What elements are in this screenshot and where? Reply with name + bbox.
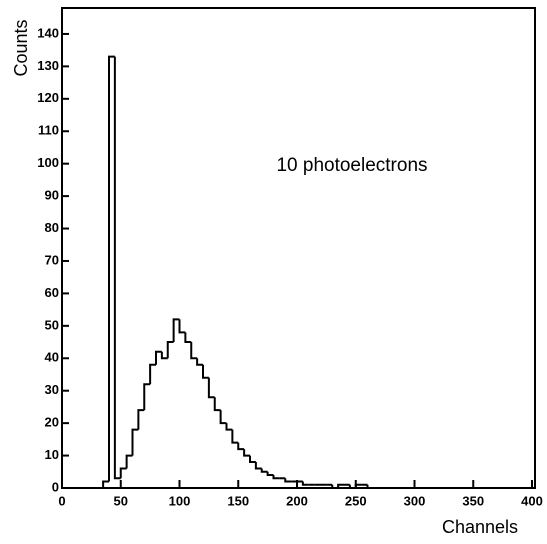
histogram-bin: [178, 319, 186, 334]
histogram-bin: [119, 467, 127, 479]
histogram-bin: [184, 332, 192, 344]
histogram-bin: [337, 483, 344, 488]
histogram-bin: [196, 358, 203, 366]
histogram-bin: [166, 341, 174, 359]
y-tick-label: 80: [45, 220, 59, 235]
histogram-bin: [219, 410, 227, 425]
histogram-bin: [348, 484, 356, 489]
histogram-bin: [113, 56, 121, 480]
x-tick-label: 350: [462, 493, 484, 508]
histogram-bin: [160, 351, 168, 360]
x-tick-label: 50: [114, 493, 128, 508]
histogram-bin: [125, 454, 133, 469]
histogram-bin: [354, 483, 362, 488]
histogram-bin: [102, 480, 109, 488]
histogram-bin: [254, 462, 262, 470]
y-axis-label: Counts: [11, 19, 31, 76]
histogram-bin: [155, 350, 162, 365]
histogram-bin: [301, 481, 309, 486]
histogram-bin: [190, 342, 198, 360]
x-tick-label: 0: [58, 493, 65, 508]
histogram-bin: [243, 449, 250, 457]
histogram-bin: [172, 318, 180, 343]
y-tick-label: 100: [37, 155, 59, 170]
y-tick-label: 40: [45, 350, 59, 365]
histogram-bin: [213, 397, 221, 412]
y-tick-label: 0: [52, 479, 59, 494]
y-tick-label: 90: [45, 188, 59, 203]
histogram-bin: [272, 475, 280, 480]
histogram-bin: [225, 423, 233, 431]
histogram-bin: [266, 471, 274, 477]
histogram-bin: [108, 55, 115, 482]
histogram-bin: [131, 428, 139, 456]
x-tick-label: 300: [404, 493, 426, 508]
histogram-bin: [284, 478, 292, 483]
y-tick-label: 30: [45, 382, 59, 397]
y-tick-label: 140: [37, 25, 59, 40]
histogram-bin: [231, 429, 239, 444]
annotation: 10 photoelectrons: [276, 155, 427, 176]
x-tick-label: 150: [227, 493, 249, 508]
histogram-bin: [143, 383, 151, 411]
x-tick-label: 100: [169, 493, 191, 508]
y-tick-label: 120: [37, 90, 59, 105]
y-tick-label: 10: [45, 447, 59, 462]
y-tick-label: 20: [45, 415, 59, 430]
y-tick-label: 70: [45, 252, 59, 267]
x-axis-label: Channels: [442, 517, 518, 537]
histogram-bin: [237, 442, 245, 451]
histogram-bin: [137, 409, 145, 430]
histogram-bin: [249, 455, 256, 464]
x-tick-label: 250: [345, 493, 367, 508]
x-tick-label: 400: [521, 493, 543, 508]
y-tick-label: 50: [45, 317, 59, 332]
y-tick-label: 110: [38, 123, 59, 138]
histogram-bin: [260, 468, 268, 473]
x-tick-label: 200: [286, 493, 308, 508]
histogram-bin: [202, 364, 209, 379]
histogram-bin: [366, 484, 374, 489]
histogram-bin: [149, 363, 156, 385]
y-tick-label: 60: [45, 285, 59, 300]
histogram-bin: [207, 377, 215, 399]
histogram-bin: [331, 484, 339, 489]
plot-frame: [61, 7, 536, 489]
y-tick-label: 130: [37, 58, 59, 73]
